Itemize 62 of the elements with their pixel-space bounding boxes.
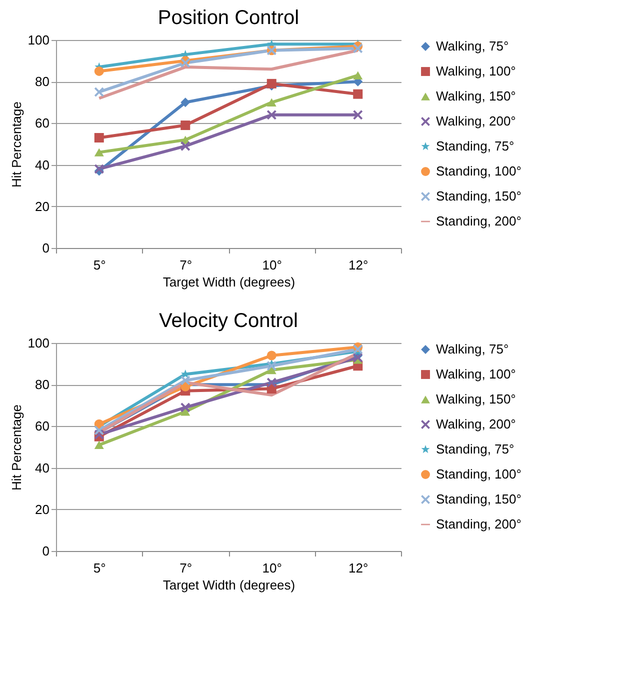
- x-tick-label: 7°: [180, 560, 192, 576]
- legend-label: Walking, 75°: [436, 342, 509, 356]
- point: [94, 133, 104, 143]
- legend-label: Walking, 75°: [436, 38, 509, 54]
- point: [94, 148, 104, 156]
- y-tick-label: 0: [42, 240, 50, 256]
- y-tick-label: 100: [28, 32, 50, 48]
- point: [353, 89, 363, 99]
- y-tick-label: 40: [35, 460, 50, 476]
- x-tick-label: 7°: [180, 258, 192, 272]
- legend-label: Standing, 100°: [436, 466, 522, 482]
- legend-label: Standing, 75°: [436, 138, 514, 154]
- point: [266, 350, 276, 360]
- x-axis-title: Target Width (degrees): [162, 274, 296, 290]
- legend-label: Standing, 150°: [436, 188, 522, 204]
- point: [180, 376, 190, 386]
- point: [180, 141, 190, 151]
- point: [266, 110, 276, 120]
- legend-label: Walking, 150°: [436, 88, 516, 104]
- point: [266, 361, 276, 371]
- point: [94, 66, 104, 76]
- legend-label: Walking, 100°: [436, 366, 516, 382]
- point: [353, 71, 363, 80]
- x-tick-label: 10°: [262, 258, 282, 272]
- y-axis-title: Hit Percentage: [8, 404, 24, 490]
- legend-label: Standing, 200°: [436, 516, 522, 532]
- y-tick-label: 80: [35, 74, 50, 90]
- y-axis-title: Hit Percentage: [8, 102, 24, 188]
- legend-label: Walking, 200°: [436, 114, 516, 128]
- legend-label: Standing, 200°: [436, 214, 522, 228]
- x-tick-label: 12°: [348, 560, 368, 576]
- y-tick-label: 20: [35, 198, 50, 214]
- legend-label: Standing, 150°: [436, 492, 522, 506]
- x-tick-label: 12°: [348, 258, 368, 272]
- x-tick-label: 5°: [93, 560, 106, 576]
- legend-label: Standing, 100°: [436, 164, 522, 178]
- point: [353, 44, 363, 54]
- point: [353, 110, 363, 120]
- y-tick-label: 60: [35, 116, 50, 131]
- x-tick-label: 5°: [93, 258, 106, 272]
- point: [180, 98, 190, 108]
- point: [94, 87, 104, 97]
- point: [266, 78, 276, 88]
- legend-label: Standing, 75°: [436, 442, 514, 456]
- legend-label: Walking, 200°: [436, 416, 516, 432]
- y-tick-label: 100: [28, 336, 50, 350]
- x-tick-label: 10°: [262, 560, 282, 576]
- y-tick-label: 60: [35, 418, 50, 434]
- point: [266, 98, 276, 107]
- y-tick-label: 20: [35, 502, 50, 517]
- chart-title: Velocity Control: [159, 310, 298, 332]
- y-tick-label: 0: [42, 544, 50, 558]
- x-axis-title: Target Width (degrees): [162, 578, 296, 592]
- point: [266, 366, 276, 374]
- chart-title: Position Control: [158, 7, 300, 29]
- point: [180, 120, 190, 130]
- legend-label: Walking, 100°: [436, 64, 516, 78]
- point: [180, 402, 190, 412]
- legend-label: Walking, 150°: [436, 392, 516, 406]
- y-tick-label: 80: [35, 377, 50, 392]
- y-tick-label: 40: [35, 157, 50, 172]
- point: [94, 440, 104, 450]
